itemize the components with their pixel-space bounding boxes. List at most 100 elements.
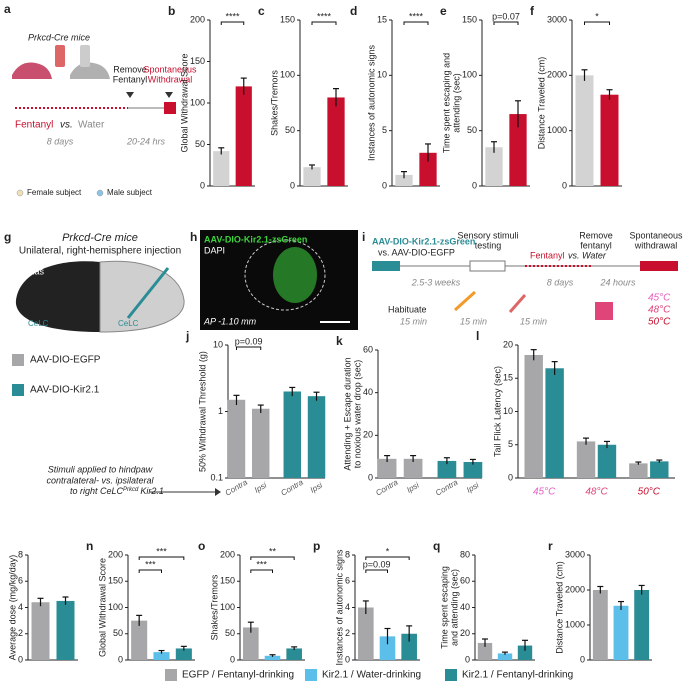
testing-label: testing [475,240,502,250]
panel-label: f [530,4,535,18]
panel-label: r [548,539,553,553]
significance-bracket [403,21,429,25]
x-tick-label: 45°C [533,487,556,498]
note-sup: Prkcd [123,487,139,493]
region-outline [244,239,326,311]
y-tick-label: 150 [220,576,235,586]
bar [592,590,608,660]
y-tick-label: 2 [18,628,23,638]
y-tick-label: 150 [462,14,477,24]
bar [213,151,230,186]
water-label: vs. Water [568,250,607,260]
y-axis-label: Time spent escaping [439,566,449,649]
bar [235,86,252,186]
bar [358,607,374,660]
fentanyl-label: Fentanyl [15,120,53,131]
x-tick-label: Ipsi [309,481,324,495]
x-tick-label: Contra [279,477,305,497]
bar [545,368,564,478]
note: Kir2.1 [140,486,164,496]
y-tick-label: 100 [220,602,235,612]
y-tick-label: 3000 [547,14,567,24]
legend-label: Male subject [107,188,153,197]
mice-label: Prkcd-Cre mice [28,32,90,42]
bar [597,444,617,478]
region-label: CeLC [28,319,49,328]
significance-label: p=0.09 [235,336,263,346]
y-axis-label: Global Withdrawal Score [97,558,107,657]
bar [175,648,192,660]
temp-label: 50°C [648,317,671,328]
y-tick-label: 8 [18,549,23,559]
note: to right CeLC [70,486,124,496]
y-tick-label: 100 [280,70,295,80]
y-tick-label: 150 [108,576,123,586]
y-tick-label: 0 [200,180,205,190]
arrowhead [215,488,221,496]
remove-label: Remove [113,64,147,74]
bar [509,114,527,186]
y-tick-label: 6 [345,576,350,586]
significance-bracket [493,21,519,25]
y-axis-label: Tail Flick Latency (sec) [492,366,502,457]
x-tick-label: 48°C [585,487,608,498]
virus-label: AAV-DIO-Kir2.1-zsGreen [204,234,307,244]
y-tick-label: 50 [113,628,123,638]
injection-label: Unilateral, right-hemisphere injection [19,246,181,257]
bar [401,633,417,660]
coordinate-label: AP -1.10 mm [203,316,257,326]
withdrawal-label: Spontaneous [629,230,683,240]
y-axis-label: Shakes/Tremors [269,70,279,136]
temp-label: 48°C [648,305,671,316]
duration-label: 8 days [547,277,574,287]
y-axis-label: to noxious water drop (sec) [352,360,362,469]
remove-label: Fentanyl [113,74,148,84]
withdrawal-label: withdrawal [634,240,678,250]
significance-label: ** [269,546,277,556]
step-time: 15 min [400,316,427,326]
remove-label: fentanyl [580,240,612,250]
y-axis-label: Instances of autonomic signs [366,44,376,161]
significance-label: * [595,11,599,21]
y-tick-label: 0 [465,654,470,664]
legend-swatch [12,384,24,396]
bar [613,605,629,660]
duration-label: 8 days [47,136,74,146]
y-tick-label: 100 [462,70,477,80]
y-tick-label: 0 [580,654,585,664]
bar [600,94,619,186]
water-bath-icon [595,302,613,320]
y-axis-label: Average dose (mg/kg/day) [7,555,17,660]
significance-label: p=0.09 [363,559,391,569]
note: Stimuli applied to hindpaw [48,464,153,474]
bar [575,75,594,186]
significance-bracket [584,21,610,25]
y-axis-label: Shakes/Tremors [209,574,219,640]
y-tick-label: 50 [195,139,205,149]
significance-bracket [365,569,388,573]
significance-label: **** [317,11,332,21]
bar [524,354,543,478]
bar [463,462,483,478]
x-tick-label: Ipsi [253,481,268,495]
y-tick-label: 0 [230,654,235,664]
panel-label: o [198,539,205,553]
y-tick-label: 0 [290,180,295,190]
y-tick-label: 1 [218,406,223,416]
legend-label: AAV-DIO-EGFP [30,355,101,366]
y-tick-label: 20 [363,430,373,440]
bar [403,458,423,478]
withdrawal-box [640,261,678,271]
y-tick-label: 40 [460,602,470,612]
bar [650,461,669,478]
panel-label: d [350,4,357,18]
brain-schematic [99,260,185,333]
significance-label: **** [225,11,240,21]
y-tick-label: 0 [472,180,477,190]
y-tick-label: 0 [118,654,123,664]
bar [31,602,50,660]
panel-label: e [440,4,447,18]
bar [286,648,302,660]
testing-label: Sensory stimuli [457,230,518,240]
legend-label: Kir2.1 / Water-drinking [322,670,421,681]
